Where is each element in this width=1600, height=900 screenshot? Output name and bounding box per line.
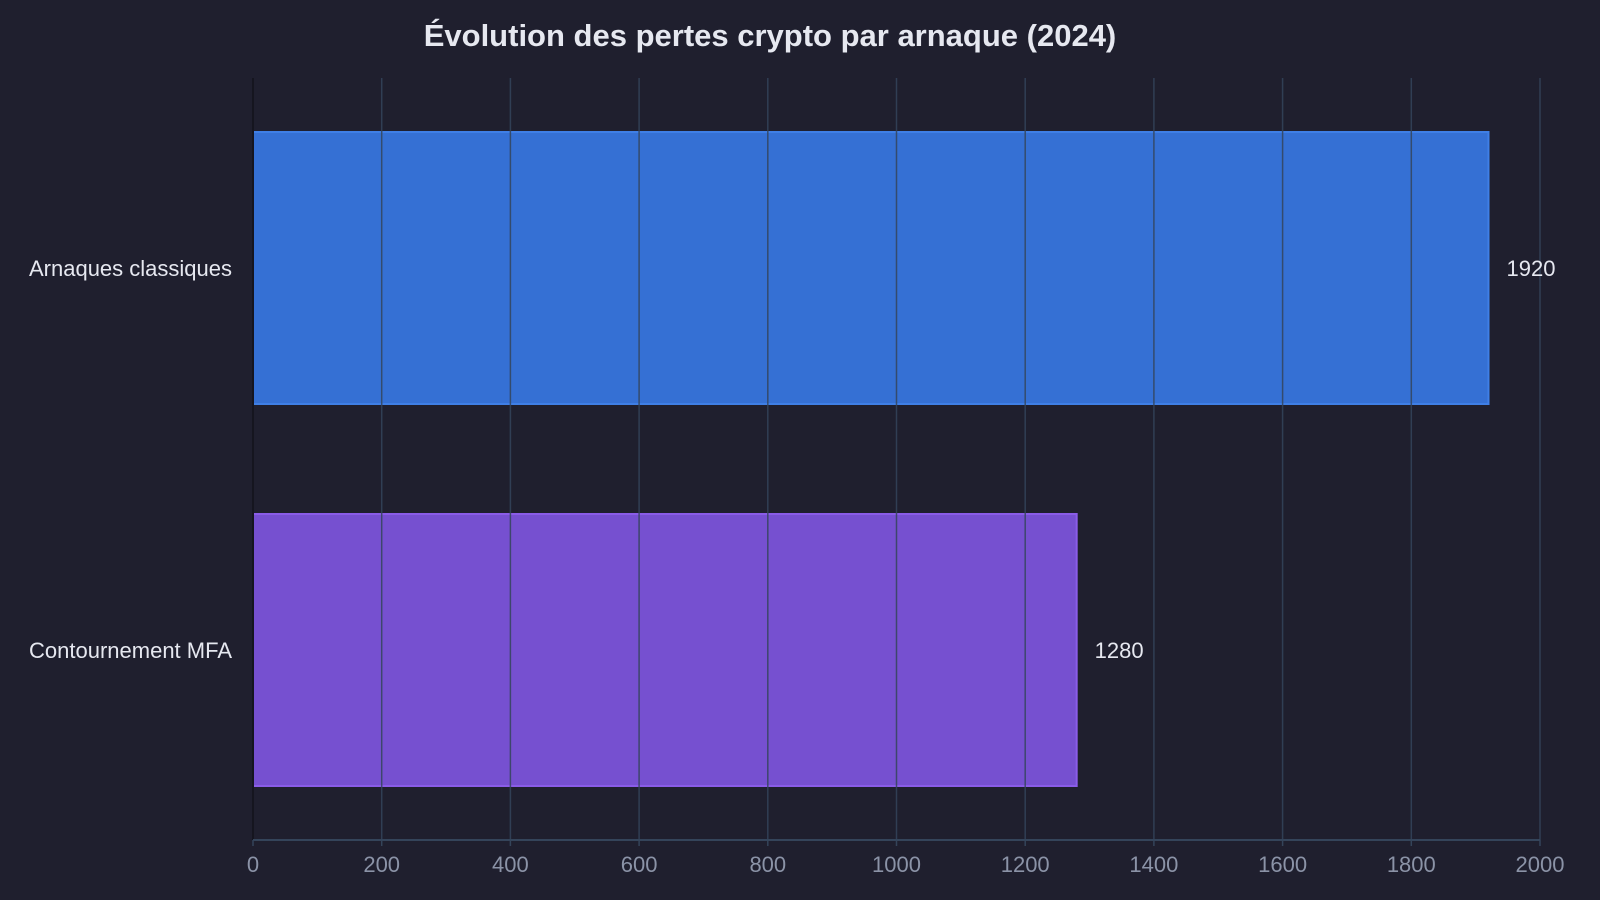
x-tick-label-1000: 1000 (872, 852, 921, 877)
bar-2 (252, 513, 1078, 787)
category-label-2: Contournement MFA (29, 638, 232, 663)
chart-title: Évolution des pertes crypto par arnaque … (423, 18, 1117, 53)
x-tick-label-1200: 1200 (1001, 852, 1050, 877)
x-tick-label-2000: 2000 (1516, 852, 1565, 877)
x-tick-label-400: 400 (492, 852, 529, 877)
x-tick-label-1800: 1800 (1387, 852, 1436, 877)
x-tick-label-1400: 1400 (1129, 852, 1178, 877)
x-tick-label-600: 600 (621, 852, 658, 877)
x-tick-label-0: 0 (247, 852, 259, 877)
bar-1 (252, 131, 1490, 405)
value-label-2: 1280 (1095, 638, 1144, 663)
x-tick-label-1600: 1600 (1258, 852, 1307, 877)
category-label-1: Arnaques classiques (29, 256, 232, 281)
value-label-1: 1920 (1507, 256, 1556, 281)
x-tick-label-800: 800 (749, 852, 786, 877)
x-tick-label-200: 200 (363, 852, 400, 877)
